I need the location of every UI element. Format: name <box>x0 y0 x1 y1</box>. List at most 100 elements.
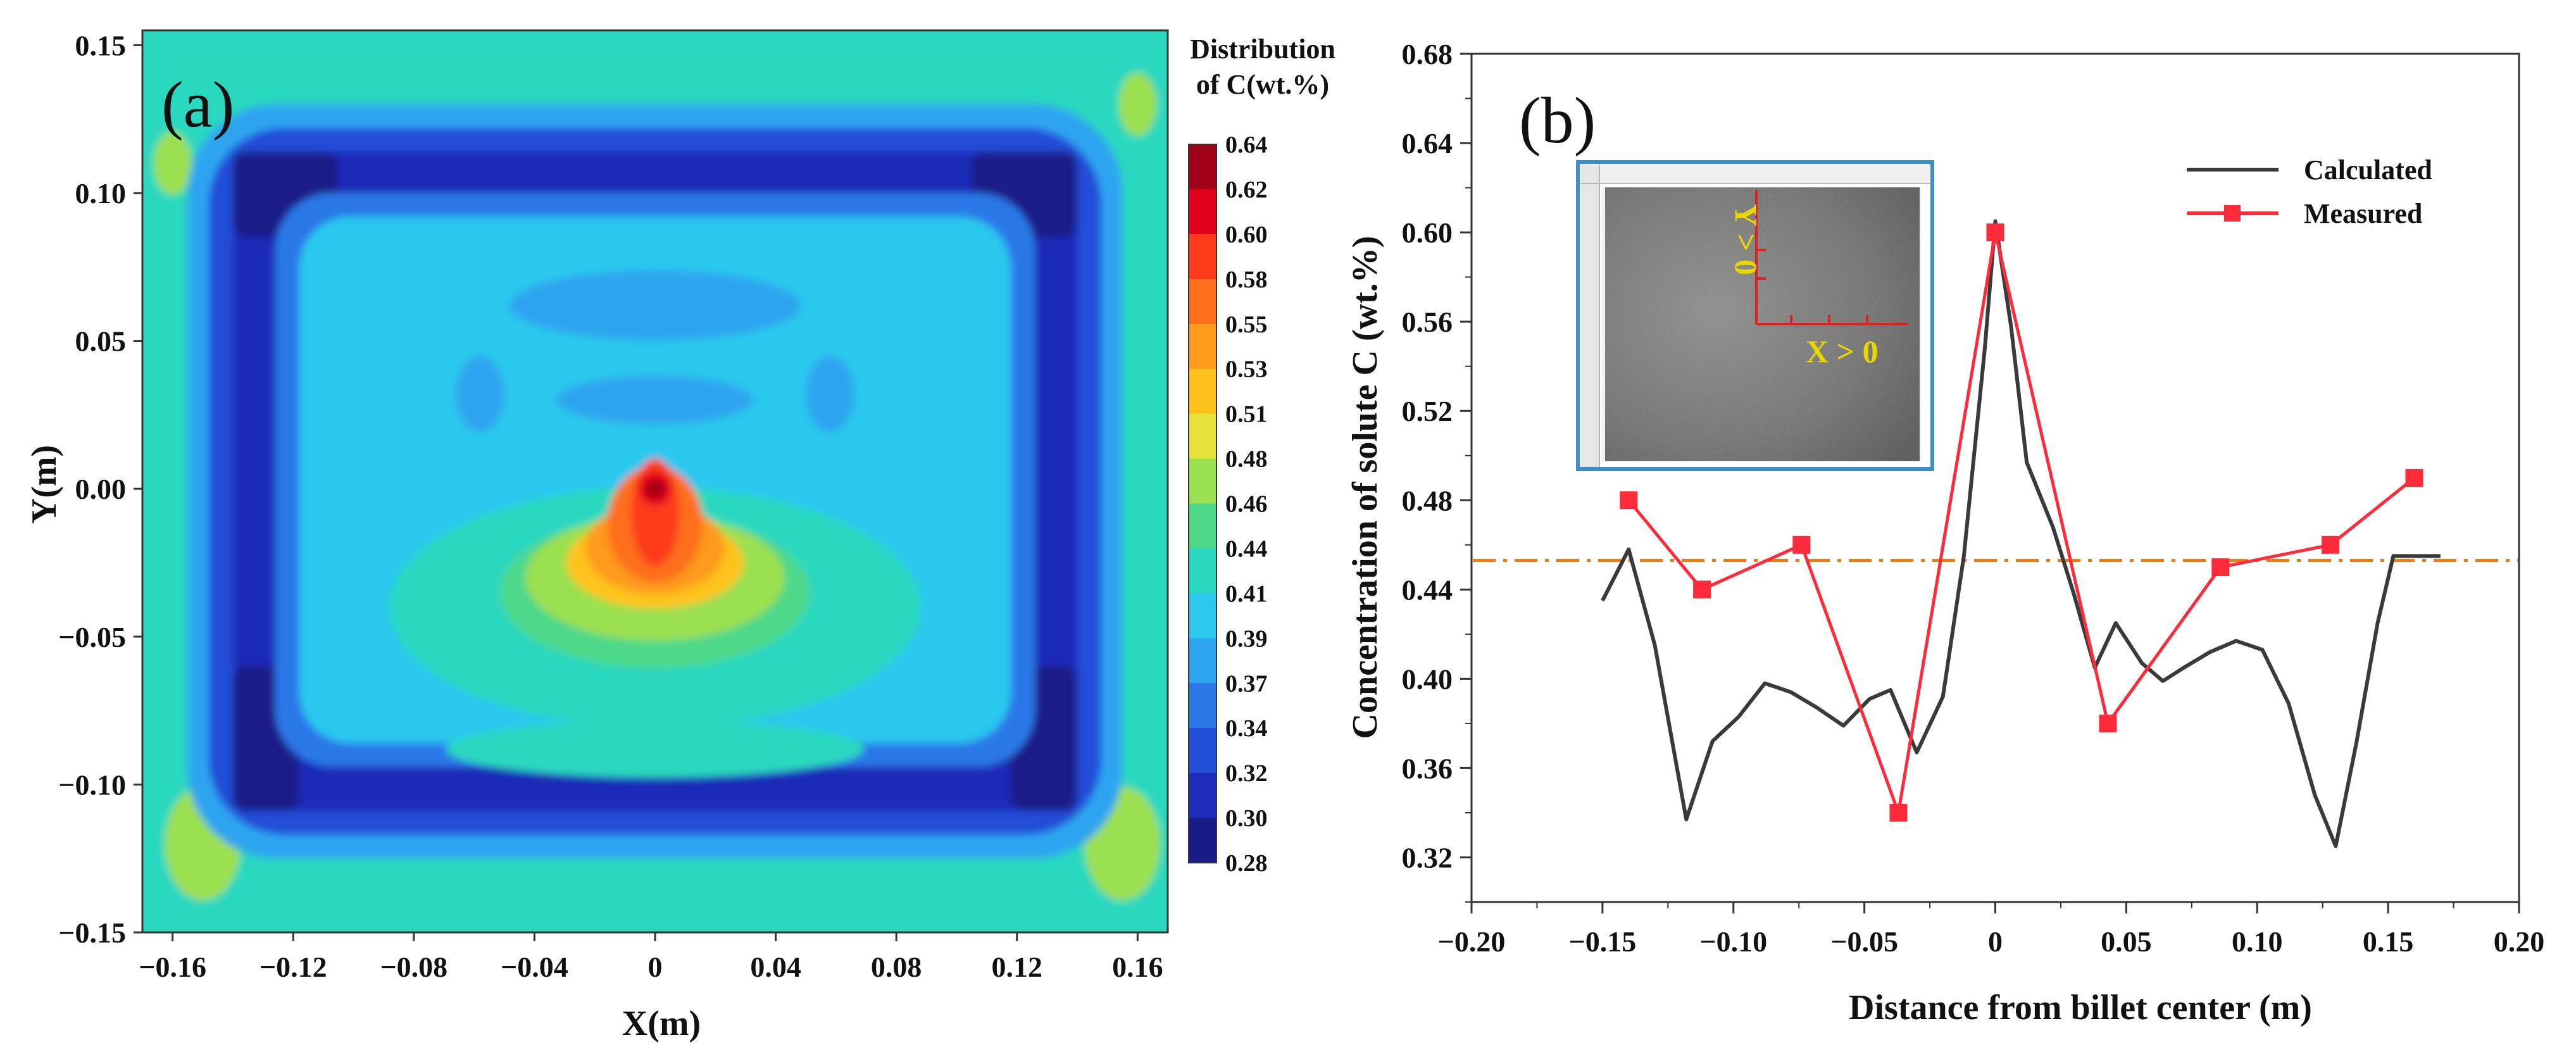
map-corner-green-tl <box>153 132 192 196</box>
a-xtick-label: 0 <box>648 951 663 983</box>
colorbar-tick-label: 0.51 <box>1225 401 1268 428</box>
panel-b-ticks: −0.20 −0.15 −0.10 −0.05 0 0.05 0.10 0.15 0.20 0.6… <box>1402 38 2545 958</box>
b-xtick-label: −0.10 <box>1699 925 1767 958</box>
b-xtick-label: −0.05 <box>1830 925 1898 958</box>
inset-toolbar-top <box>1580 165 1930 184</box>
colorbar-tick-label: 0.46 <box>1225 491 1268 518</box>
b-ytick-label: 0.40 <box>1402 663 1453 695</box>
measured-point <box>2405 469 2423 487</box>
colorbar-title-line2: of C(wt.%) <box>1196 69 1329 100</box>
colorbar-segment <box>1189 189 1216 235</box>
colorbar-title-line1: Distribution <box>1190 34 1335 65</box>
a-ytick-label: −0.05 <box>58 621 126 653</box>
map-arch-lower <box>557 376 753 425</box>
colorbar-segment <box>1189 638 1216 684</box>
inset-x-label: X > 0 <box>1806 334 1879 369</box>
measured-point <box>1620 491 1638 510</box>
colorbar-tick-label: 0.55 <box>1225 311 1268 338</box>
a-xtick-label: −0.04 <box>501 951 568 983</box>
panel-a-label: (a) <box>161 68 234 141</box>
b-xtick-label: 0.05 <box>2101 925 2152 958</box>
colorbar-tick-label: 0.30 <box>1225 805 1268 832</box>
b-ytick-label: 0.64 <box>1402 127 1453 160</box>
colorbar-segment <box>1189 368 1216 415</box>
map-side-blob-l <box>456 356 504 432</box>
colorbar-segment <box>1189 683 1216 729</box>
b-xtick-label: 0.10 <box>2232 925 2283 958</box>
a-xtick-label: 0.08 <box>871 951 922 983</box>
legend-measured-marker <box>2224 205 2241 222</box>
b-xtick-label: 0 <box>1988 925 2003 958</box>
a-ytick-label: −0.10 <box>58 768 126 801</box>
contour-map <box>142 30 1168 932</box>
a-ytick-label: −0.15 <box>58 917 126 949</box>
b-xtick-label: 0.20 <box>2494 925 2545 958</box>
colorbar-segment <box>1189 323 1216 370</box>
series-calculated-line <box>1601 219 2441 848</box>
inset-ruler-marks <box>1580 165 1930 467</box>
measured-point <box>1889 803 1908 822</box>
colorbar-tick-label: 0.58 <box>1225 266 1268 293</box>
panel-b: −0.20 −0.15 −0.10 −0.05 0 0.05 0.10 0.15 0.20 0.6… <box>1346 38 2544 1027</box>
a-ytick-label: 0.15 <box>75 29 127 61</box>
a-ytick-label: 0.05 <box>75 325 127 358</box>
b-ytick-label: 0.48 <box>1402 484 1453 517</box>
colorbar-tick-label: 0.64 <box>1225 132 1268 158</box>
panel-a-ticks: −0.16 −0.12 −0.08 −0.04 0 0.04 0.08 0.12 0.16 0.1… <box>58 29 1163 983</box>
colorbar-tick-label: 0.41 <box>1225 580 1268 607</box>
a-xtick-label: −0.08 <box>380 951 447 983</box>
colorbar-frame <box>1188 144 1217 863</box>
panel-b-xlabel: Distance from billet center (m) <box>1849 988 2312 1027</box>
colorbar-segment <box>1189 144 1216 190</box>
colorbar-segment <box>1189 593 1216 639</box>
measured-point <box>2099 714 2117 732</box>
colorbar-tick-label: 0.32 <box>1225 760 1268 787</box>
map-corner-green-tr <box>1118 72 1157 136</box>
colorbar-segment <box>1189 548 1216 594</box>
legend-calculated-label: Calculated <box>2304 154 2432 185</box>
colorbar-tick-label: 0.48 <box>1225 446 1268 473</box>
panel-b-ylabel: Concentration of solute C (wt.%) <box>1346 236 1385 739</box>
inset-photo: X > 0 Y > 0 <box>1576 160 1934 471</box>
map-center-peak <box>646 480 664 498</box>
colorbar-tick-label: 0.37 <box>1225 670 1268 697</box>
colorbar-segment <box>1189 728 1216 774</box>
colorbar-tick-label: 0.62 <box>1225 177 1268 203</box>
colorbar-tick-label: 0.53 <box>1225 356 1268 383</box>
map-side-blob-r <box>806 356 854 432</box>
panel-b-label: (b) <box>1519 84 1596 157</box>
panel-b-series <box>1601 219 2441 848</box>
a-xtick-label: −0.12 <box>259 951 327 983</box>
inset-axis-arrows <box>1755 190 1908 325</box>
measured-point <box>2322 536 2340 554</box>
a-xtick-label: 0.04 <box>750 951 801 983</box>
inset-toolbar-left <box>1580 165 1599 467</box>
b-ytick-label: 0.60 <box>1402 216 1453 249</box>
legend: Calculated Measured <box>2187 154 2432 229</box>
b-xtick-label: 0.15 <box>2363 925 2414 958</box>
measured-point <box>1693 580 1711 599</box>
colorbar-tick-label: 0.60 <box>1225 222 1268 248</box>
colorbar-tick-label: 0.34 <box>1225 715 1268 742</box>
map-lower-band <box>446 720 864 778</box>
map-arch-upper <box>510 270 801 341</box>
colorbar: Distribution of C(wt.%) 0.64 0.62 0.60 0.58… <box>1188 34 1335 877</box>
a-ytick-label: 0.00 <box>75 473 127 505</box>
panel-a: −0.16 −0.12 −0.08 −0.04 0 0.04 0.08 0.12 0.16 0.1… <box>25 29 1335 1043</box>
b-ytick-label: 0.68 <box>1402 38 1453 70</box>
b-ytick-label: 0.32 <box>1402 841 1453 874</box>
colorbar-segment <box>1189 413 1216 460</box>
colorbar-segment <box>1189 503 1216 549</box>
colorbar-segment <box>1189 773 1216 818</box>
b-ytick-label: 0.44 <box>1402 573 1453 606</box>
b-ytick-label: 0.56 <box>1402 306 1453 338</box>
b-xtick-label: −0.20 <box>1438 925 1506 958</box>
colorbar-segment <box>1189 279 1216 325</box>
a-ytick-label: 0.10 <box>75 177 127 210</box>
legend-measured-label: Measured <box>2304 198 2422 229</box>
colorbar-segment <box>1189 234 1216 280</box>
b-xtick-label: −0.15 <box>1569 925 1637 958</box>
panel-a-xlabel: X(m) <box>622 1004 701 1043</box>
measured-point <box>1792 536 1811 554</box>
